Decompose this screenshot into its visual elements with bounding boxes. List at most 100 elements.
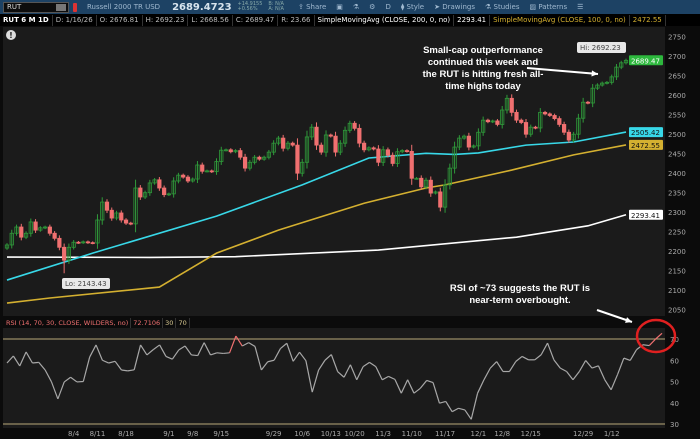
- x-tick-label: 9/8: [187, 430, 198, 438]
- candle-down: [52, 232, 57, 239]
- y-tick-label: 2650: [668, 73, 686, 81]
- rsi-line-segment: [610, 374, 619, 391]
- last-price: 2689.4723: [172, 1, 232, 13]
- rsi-label[interactable]: RSI (14, 70, 30, CLOSE, WILDERS, no): [4, 318, 132, 328]
- candle-up: [471, 145, 476, 148]
- rsi-line-segment: [407, 379, 415, 394]
- rsi-line-segment: [216, 352, 224, 355]
- patterns-button[interactable]: ▨ Patterns: [529, 3, 568, 11]
- rsi-line-segment: [197, 342, 205, 356]
- share-button[interactable]: ⇪ Share: [297, 3, 327, 11]
- rsi-line-segment: [191, 354, 198, 357]
- rsi-line-segment: [330, 354, 339, 372]
- candle-down: [238, 150, 243, 158]
- flask-icon[interactable]: ⚗: [352, 3, 360, 11]
- candle-down: [357, 127, 362, 144]
- candle-up: [457, 137, 462, 148]
- alert-icon[interactable]: [73, 2, 77, 12]
- rsi-line-segment: [140, 344, 148, 356]
- y-tick-label: 2550: [668, 112, 686, 120]
- candle-up: [38, 227, 43, 231]
- candle-up: [276, 137, 281, 144]
- candle-down: [109, 209, 114, 219]
- candle-down: [257, 156, 262, 160]
- sma200-line: [6, 214, 627, 259]
- studies-button[interactable]: ⚗ Studies: [484, 3, 520, 11]
- rsi-line-segment: [127, 369, 135, 372]
- candle-down: [542, 111, 548, 115]
- candle-down: [128, 222, 133, 225]
- rsi-line-segment: [280, 342, 288, 350]
- candle-down: [562, 124, 567, 133]
- candle-down: [547, 113, 552, 116]
- gear-icon[interactable]: ⚙: [369, 3, 376, 11]
- chevron-down-icon[interactable]: [56, 3, 66, 11]
- annotation-line: continued this week and: [427, 57, 539, 68]
- symbol-selector[interactable]: RUT: [3, 1, 69, 13]
- rsi-line-segment: [324, 354, 332, 361]
- style-button[interactable]: ⧫ Style: [400, 3, 425, 11]
- candle-down: [509, 97, 514, 113]
- rsi-line-segment: [229, 335, 237, 354]
- rsi-line-segment: [591, 365, 599, 369]
- rsi-line-segment: [159, 344, 167, 357]
- rsi-tick-label: 50: [670, 379, 679, 387]
- bar-low: L: 2668.56: [188, 14, 233, 26]
- candle-down: [19, 226, 24, 238]
- y-tick-label: 2450: [668, 151, 686, 159]
- sma100-label[interactable]: SimpleMovingAvg (CLOSE, 100, 0, no): [490, 14, 630, 26]
- rsi-line-segment: [432, 382, 441, 404]
- sma50-value-label: 2505.42: [631, 129, 660, 137]
- rsi-line-segment: [546, 342, 555, 361]
- candle-up: [176, 174, 181, 182]
- candle-up: [195, 164, 200, 180]
- rsi-line-segment: [483, 367, 491, 381]
- rsi-header: RSI (14, 70, 30, CLOSE, WILDERS, no) 72.…: [4, 318, 190, 328]
- candle-up: [614, 66, 619, 78]
- bid: B: N/A: [268, 1, 284, 7]
- candle-up: [71, 241, 76, 248]
- last-price-label: 2689.47: [631, 57, 660, 65]
- bar-open: O: 2676.81: [97, 14, 143, 26]
- candle-down: [281, 137, 286, 149]
- candle-up: [223, 149, 229, 152]
- candle-up: [204, 170, 210, 173]
- rsi-overbought: 70: [176, 318, 190, 328]
- menu-icon[interactable]: ☰: [577, 3, 584, 11]
- candle-down: [62, 246, 67, 261]
- x-tick-label: 8/18: [118, 430, 134, 438]
- sma200-label[interactable]: SimpleMovingAvg (CLOSE, 200, 0, no): [315, 14, 455, 26]
- sma200-value: 2293.41: [454, 14, 491, 26]
- aggregation-button[interactable]: D: [385, 3, 391, 11]
- rsi-line-segment: [559, 367, 567, 373]
- y-tick-label: 2700: [668, 53, 686, 61]
- candle-up: [619, 62, 624, 68]
- rsi-line-segment: [362, 361, 370, 368]
- rsi-line-segment: [25, 351, 33, 364]
- rsi-line-segment: [349, 364, 358, 381]
- rsi-line-segment: [223, 352, 230, 355]
- drawings-button[interactable]: ➤ Drawings: [434, 3, 475, 11]
- x-tick-label: 10/6: [294, 430, 310, 438]
- candle-down: [123, 219, 129, 224]
- candle-up: [476, 131, 481, 147]
- rsi-line-segment: [521, 355, 529, 361]
- candle-down: [409, 150, 414, 179]
- candle-up: [433, 191, 438, 194]
- symbol-description: Russell 2000 TR USD: [87, 3, 161, 11]
- candle-up: [42, 226, 48, 229]
- candle-up: [133, 187, 138, 225]
- candle-up: [528, 126, 533, 135]
- rsi-line-segment: [381, 375, 389, 381]
- news-icon[interactable]: ▣: [336, 3, 343, 11]
- arrow-to-rsi: [596, 309, 633, 323]
- rsi-line-segment: [248, 342, 256, 347]
- candle-down: [352, 122, 357, 129]
- y-tick-label: 2250: [668, 229, 686, 237]
- share-label: Share: [306, 3, 327, 11]
- rsi-line-segment: [292, 351, 301, 362]
- sma100-value-tag: [629, 139, 663, 150]
- candle-up: [114, 212, 119, 219]
- info-icon[interactable]: [6, 30, 16, 40]
- rsi-line-segment: [267, 359, 275, 363]
